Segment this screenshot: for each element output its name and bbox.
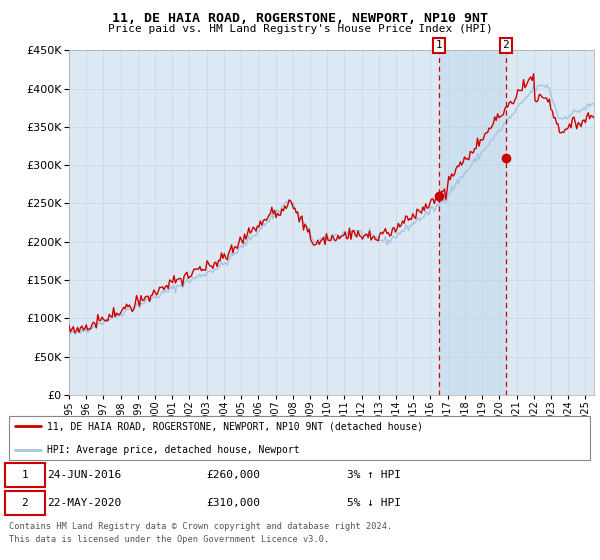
Text: 1: 1	[22, 470, 28, 480]
Text: 11, DE HAIA ROAD, ROGERSTONE, NEWPORT, NP10 9NT (detached house): 11, DE HAIA ROAD, ROGERSTONE, NEWPORT, N…	[47, 421, 423, 431]
Text: 1: 1	[436, 40, 442, 50]
Text: HPI: Average price, detached house, Newport: HPI: Average price, detached house, Newp…	[47, 445, 300, 455]
FancyBboxPatch shape	[5, 491, 45, 515]
Text: £310,000: £310,000	[206, 498, 260, 507]
Text: 5% ↓ HPI: 5% ↓ HPI	[347, 498, 401, 507]
Bar	[439, 50, 506, 395]
FancyBboxPatch shape	[9, 416, 590, 460]
Text: This data is licensed under the Open Government Licence v3.0.: This data is licensed under the Open Gov…	[9, 535, 329, 544]
Text: 2: 2	[502, 40, 509, 50]
Text: Contains HM Land Registry data © Crown copyright and database right 2024.: Contains HM Land Registry data © Crown c…	[9, 522, 392, 531]
Text: 22-MAY-2020: 22-MAY-2020	[47, 498, 121, 507]
Text: £260,000: £260,000	[206, 470, 260, 480]
Text: 11, DE HAIA ROAD, ROGERSTONE, NEWPORT, NP10 9NT: 11, DE HAIA ROAD, ROGERSTONE, NEWPORT, N…	[112, 12, 488, 25]
Text: 2: 2	[22, 498, 28, 507]
Text: Price paid vs. HM Land Registry's House Price Index (HPI): Price paid vs. HM Land Registry's House …	[107, 24, 493, 34]
Text: 3% ↑ HPI: 3% ↑ HPI	[347, 470, 401, 480]
Text: 24-JUN-2016: 24-JUN-2016	[47, 470, 121, 480]
FancyBboxPatch shape	[5, 463, 45, 487]
